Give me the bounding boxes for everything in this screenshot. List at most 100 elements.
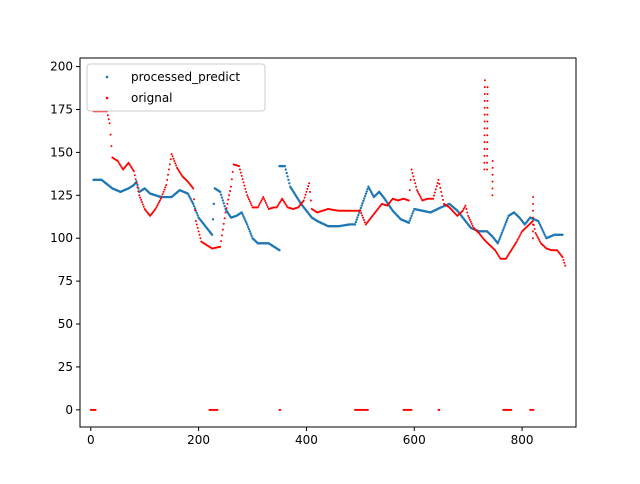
point-orignal [441,194,444,197]
point-orignal [497,254,500,257]
point-orignal [486,147,489,150]
point-orignal [170,153,173,156]
y-axis: 0 25 50 75 100 125 150 175 200 [50,60,80,417]
point-orignal [165,184,168,186]
point-orignal [486,120,489,123]
point-orignal [483,106,486,109]
point-processed-predict [220,196,224,199]
point-orignal [407,199,410,202]
point-orignal [134,178,137,181]
point-processed-predict [499,235,502,239]
point-orignal [486,141,489,144]
point-orignal [486,99,489,102]
point-processed-predict [502,227,505,230]
point-orignal [180,173,183,176]
point-orignal [142,205,145,208]
point-orignal [415,185,418,188]
point-processed-predict [409,216,412,220]
point-orignal [520,232,523,235]
point-orignal [532,202,535,205]
point-orignal [362,216,365,219]
point-processed-predict [503,225,506,228]
point-orignal [491,194,494,197]
point-orignal [280,199,283,202]
point-orignal [483,154,486,157]
point-orignal [240,174,243,177]
point-orignal [471,224,474,227]
point-orignal [415,189,418,192]
point-orignal [361,214,364,217]
point-processed-predict [210,233,214,236]
point-processed-predict [537,219,540,223]
point-orignal [491,180,494,183]
point-orignal [412,175,415,178]
point-orignal [302,199,305,202]
point-processed-predict [364,192,368,195]
point-orignal [141,203,144,206]
y-tick-label: 100 [50,231,73,245]
point-orignal [510,408,513,411]
point-orignal [264,200,267,203]
point-orignal [307,185,310,188]
plot-frame [79,57,577,428]
point-orignal [486,134,489,137]
y-tick-label: 175 [50,102,73,116]
point-orignal [486,154,489,157]
point-orignal [359,209,362,212]
point-processed-predict [192,204,196,208]
point-orignal [495,250,498,253]
point-orignal [176,168,179,171]
point-orignal [248,200,251,203]
point-orignal [136,186,139,189]
point-orignal [179,172,182,175]
point-orignal [108,122,111,125]
point-orignal [159,197,162,200]
point-orignal [132,170,135,173]
point-orignal [360,212,363,215]
point-processed-predict [283,164,287,168]
point-orignal [419,196,422,199]
point-processed-predict [561,233,564,236]
x-tick-label: 0 [87,433,95,447]
point-orignal [133,174,136,177]
point-orignal [241,178,244,181]
point-orignal [309,190,312,193]
point-processed-predict [542,231,545,234]
point-processed-predict [240,211,243,214]
point-processed-predict [241,213,244,216]
point-processed-predict [211,218,215,221]
point-orignal [168,163,171,166]
point-processed-predict [410,214,413,218]
legend-label-orignal: orignal [131,91,173,105]
legend-marker-processed-predict [105,75,109,79]
point-orignal [167,173,170,176]
point-orignal [138,194,141,197]
point-orignal [468,216,471,219]
point-orignal [539,240,542,243]
point-orignal [463,206,466,209]
point-orignal [468,218,471,221]
point-orignal [409,178,412,181]
point-orignal [196,226,199,229]
point-orignal [285,204,288,207]
point-processed-predict [501,229,504,232]
point-orignal [131,167,134,170]
point-orignal [117,161,120,164]
y-tick-label: 25 [58,360,73,374]
point-processed-predict [356,216,359,219]
point-orignal [226,202,229,205]
point-orignal [537,237,540,240]
point-orignal [491,166,494,169]
point-orignal [262,196,265,199]
point-orignal [230,178,233,181]
point-orignal [158,199,161,202]
point-orignal [128,163,131,166]
point-orignal [164,186,167,189]
point-orignal [436,182,439,184]
legend-box [86,63,266,112]
point-orignal [483,134,486,137]
point-processed-predict [500,231,504,234]
point-orignal [532,408,535,411]
